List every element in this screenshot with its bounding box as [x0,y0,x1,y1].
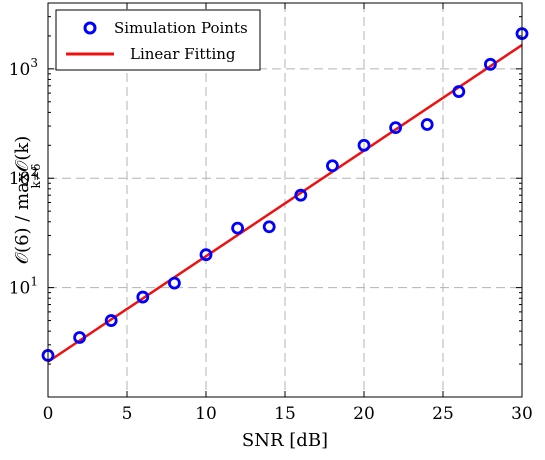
y-axis-label-group: 𝒪(6) / max𝒪(k) k≠6 [12,136,43,265]
simulation-point [483,57,497,71]
y-axis-label-subscript: k≠6 [29,164,43,189]
simulation-point [420,118,434,131]
legend-label-simulation: Simulation Points [114,19,248,37]
simulation-point [357,138,371,152]
simulation-point [389,121,403,135]
simulation-point [294,188,308,202]
simulation-point [199,248,213,262]
x-tick-label: 25 [432,404,454,424]
y-tick-label: 101 [9,275,38,299]
plot-area [41,27,529,363]
fit-line [47,44,523,363]
simulation-point [136,290,150,304]
legend-marker-simulation [83,21,97,35]
y-axis-label: 𝒪(6) / max𝒪(k) [12,136,33,265]
simulation-point [104,314,118,327]
y-tick-label: 102 [9,165,38,189]
legend: Simulation Points Linear Fitting [55,9,261,71]
x-tick-label: 15 [274,404,296,424]
simulation-point [325,159,339,173]
x-tick-label: 20 [353,404,375,424]
x-tick-label: 0 [43,404,54,424]
x-tick-label: 10 [195,404,217,424]
y-tick-label: 103 [9,56,38,80]
grid [48,3,522,397]
x-axis-label: SNR [dB] [242,430,328,451]
simulation-point [231,221,245,235]
simulation-point [73,331,86,344]
simulation-point [262,220,276,234]
simulation-point [452,85,466,98]
legend-label-linear-fitting: Linear Fitting [130,45,236,63]
ticks: 0 5 10 15 20 25 30 101 102 103 [9,2,533,424]
legend-box [55,9,261,71]
x-tick-label: 30 [511,404,533,424]
x-tick-label: 5 [122,404,133,424]
simulation-point [167,276,181,290]
